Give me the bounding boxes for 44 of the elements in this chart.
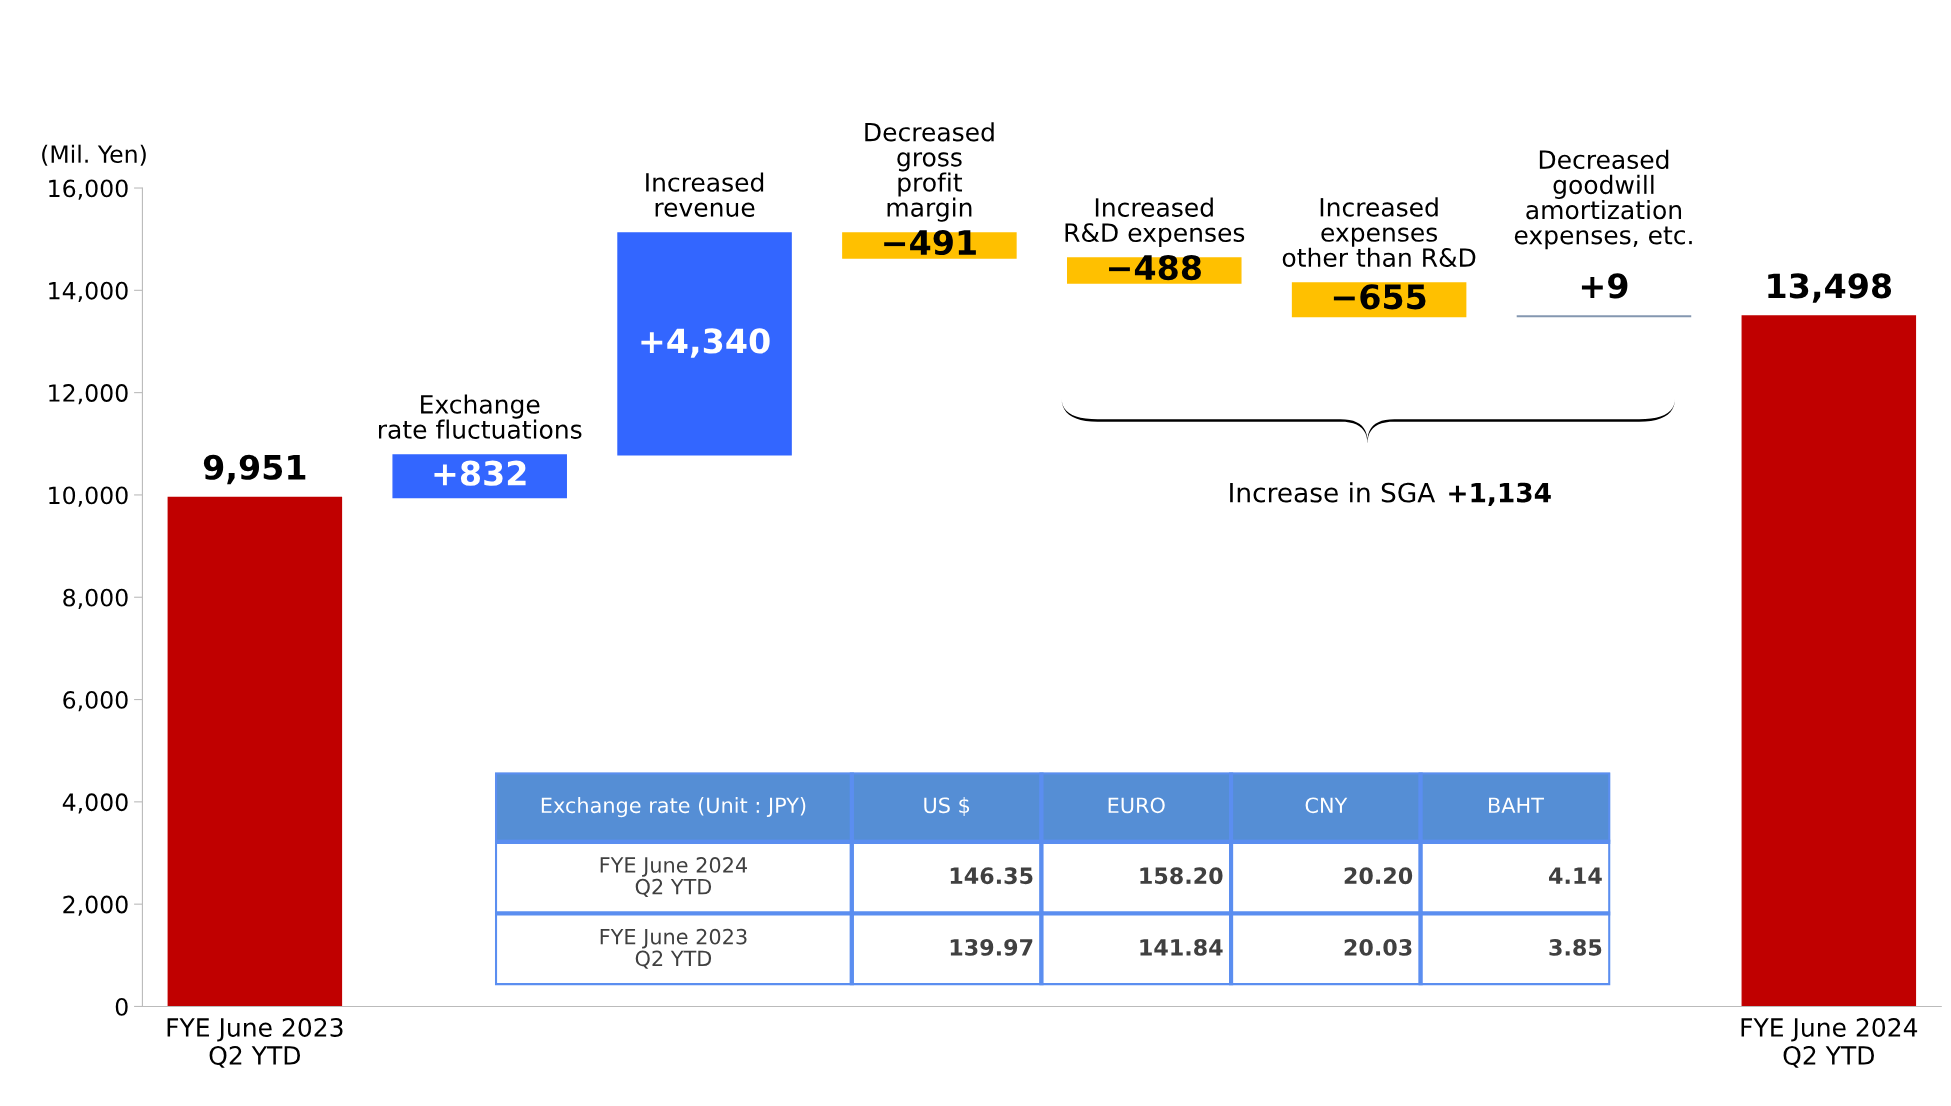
- text: 3.85: [1549, 938, 1602, 956]
- data-label: −655: [1333, 284, 1426, 310]
- data-label: +4,340: [641, 328, 770, 358]
- x-tick-label: Decreased gross profit margin: [865, 122, 994, 222]
- y-tick-label: 10,000: [49, 486, 128, 507]
- annotation: Increase in SGA: [1230, 482, 1436, 503]
- category-label: EURO: [1108, 797, 1165, 814]
- y-tick-label: 12,000: [49, 384, 128, 405]
- y-tick-label: 0: [115, 997, 128, 1016]
- data-label: −488: [1109, 254, 1201, 281]
- category-label: FYE June 2023 Q2 YTD: [600, 928, 747, 969]
- x-tick-label: Increased revenue: [646, 172, 764, 217]
- y-tick-label: 6,000: [63, 690, 128, 712]
- bar: [1741, 315, 1917, 1007]
- data-label: 13,498: [1768, 273, 1892, 303]
- y-tick-label: 8,000: [63, 588, 128, 609]
- text: 141.84: [1140, 938, 1223, 956]
- annotation: +1,134: [1449, 482, 1551, 506]
- x-tick-label: Increased R&D expenses: [1065, 197, 1245, 247]
- category-label: BAHT: [1489, 797, 1544, 813]
- category-label: US $: [924, 797, 970, 816]
- text: 4.14: [1549, 867, 1602, 884]
- y-tick-label: 4,000: [62, 793, 128, 814]
- text: 146.35: [950, 867, 1033, 885]
- category-label: Exchange rate (Unit : JPY): [541, 797, 806, 818]
- y-tick-label: 14,000: [49, 281, 128, 303]
- y-tick-label: 16,000: [49, 179, 128, 200]
- data-label: +9: [1581, 273, 1628, 299]
- text: 20.03: [1344, 938, 1412, 956]
- x-tick-label: Decreased goodwill amortization expenses, etc.: [1514, 149, 1692, 250]
- text: 158.20: [1140, 867, 1223, 885]
- bar: [617, 232, 792, 456]
- text: 139.97: [950, 938, 1033, 956]
- bar: [167, 496, 343, 1007]
- y-tick-label: 2,000: [63, 895, 128, 916]
- category-label: FYE June 2024 Q2 YTD: [600, 857, 748, 897]
- x-tick-label: Exchange rate fluctuations: [379, 394, 582, 439]
- data-label: −491: [884, 229, 976, 256]
- text: 20.20: [1344, 867, 1413, 885]
- data-label: 9,951: [203, 454, 306, 485]
- category-label: CNY: [1305, 797, 1348, 814]
- y-axis-title: (Mil. Yen): [42, 144, 146, 166]
- x-tick-label: Increased expenses other than R&D: [1282, 197, 1476, 267]
- data-label: +832: [434, 460, 526, 486]
